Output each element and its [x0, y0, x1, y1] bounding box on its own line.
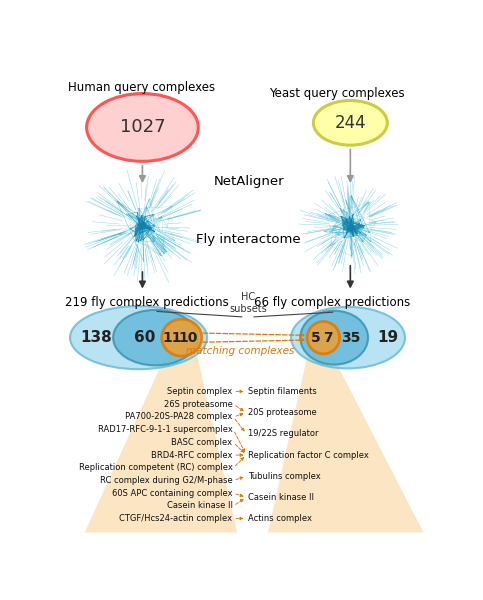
- Ellipse shape: [307, 322, 340, 354]
- Ellipse shape: [86, 94, 198, 161]
- Text: Septin complex: Septin complex: [167, 387, 232, 396]
- Text: Actins complex: Actins complex: [248, 514, 312, 523]
- Text: Septin filaments: Septin filaments: [248, 387, 317, 396]
- Ellipse shape: [300, 311, 368, 365]
- Ellipse shape: [113, 310, 198, 365]
- Text: Replication competent (RC) complex: Replication competent (RC) complex: [79, 463, 232, 472]
- Text: BRD4-RFC complex: BRD4-RFC complex: [151, 451, 232, 460]
- Text: 35: 35: [341, 331, 361, 344]
- Ellipse shape: [313, 100, 387, 145]
- Text: Casein kinase II: Casein kinase II: [167, 502, 232, 511]
- Text: PA700-20S-PA28 complex: PA700-20S-PA28 complex: [125, 412, 232, 421]
- Text: 5: 5: [311, 331, 321, 344]
- Text: RAD17-RFC-9-1-1 supercomplex: RAD17-RFC-9-1-1 supercomplex: [98, 425, 232, 434]
- Ellipse shape: [162, 319, 202, 356]
- Ellipse shape: [291, 307, 405, 368]
- Polygon shape: [85, 355, 237, 532]
- Text: 138: 138: [80, 330, 112, 345]
- Ellipse shape: [70, 306, 207, 369]
- Text: 60: 60: [134, 330, 156, 345]
- Text: Replication factor C complex: Replication factor C complex: [248, 451, 369, 460]
- Text: 11: 11: [163, 331, 182, 344]
- Text: 1027: 1027: [120, 118, 165, 136]
- Text: matching complexes: matching complexes: [186, 346, 295, 356]
- Text: 244: 244: [335, 114, 366, 132]
- Text: Tubulins complex: Tubulins complex: [248, 472, 321, 481]
- Text: 20S proteasome: 20S proteasome: [248, 408, 317, 417]
- Text: 7: 7: [323, 331, 333, 344]
- Text: 19: 19: [378, 330, 398, 345]
- Text: BASC complex: BASC complex: [171, 438, 232, 447]
- Text: NetAligner: NetAligner: [213, 175, 284, 188]
- Text: 66 fly complex predictions: 66 fly complex predictions: [254, 296, 411, 309]
- Text: 26S proteasome: 26S proteasome: [164, 400, 232, 409]
- Text: HC
subsets: HC subsets: [229, 292, 267, 314]
- Polygon shape: [268, 353, 424, 532]
- Text: 19/22S regulator: 19/22S regulator: [248, 430, 318, 439]
- Text: Fly interactome: Fly interactome: [197, 233, 301, 247]
- Text: Human query complexes: Human query complexes: [68, 81, 215, 94]
- Text: 219 fly complex predictions: 219 fly complex predictions: [65, 296, 229, 309]
- Text: 60S APC containing complex: 60S APC containing complex: [112, 488, 232, 497]
- Text: CTGF/Hcs24-actin complex: CTGF/Hcs24-actin complex: [119, 514, 232, 523]
- Text: Casein kinase II: Casein kinase II: [248, 493, 314, 502]
- Text: Yeast query complexes: Yeast query complexes: [270, 88, 405, 100]
- Text: RC complex during G2/M-phase: RC complex during G2/M-phase: [100, 476, 232, 485]
- Text: 10: 10: [178, 331, 198, 344]
